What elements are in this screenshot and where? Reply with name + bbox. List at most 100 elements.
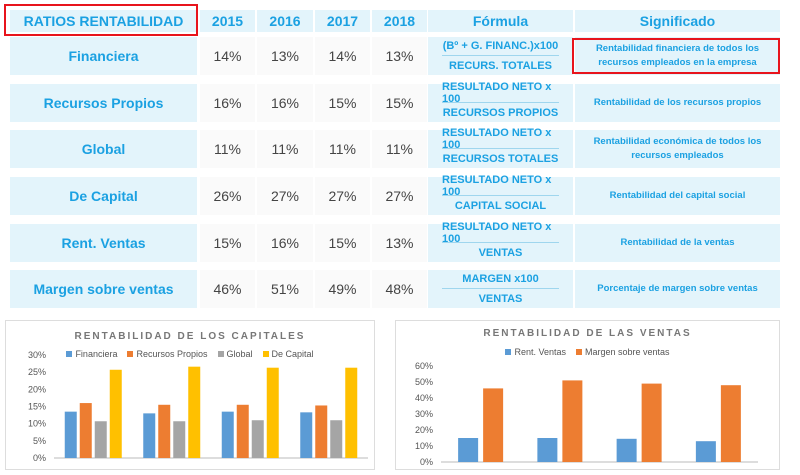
- bar-de-capital-2018: [345, 367, 358, 458]
- y-tick-label: 30%: [28, 350, 46, 360]
- y-tick-label: 25%: [28, 367, 46, 377]
- ratio-value: 26%: [200, 177, 255, 215]
- ratio-label: Margen sobre ventas: [10, 270, 197, 308]
- year-header: 2017: [315, 10, 370, 32]
- y-tick-label: 20%: [28, 384, 46, 394]
- ratio-value: 49%: [315, 270, 370, 308]
- bar-rent-ventas-2018: [695, 441, 716, 462]
- chart-title: RENTABILIDAD DE LOS CAPITALES: [74, 331, 306, 342]
- formula-cell: RESULTADO NETO x 100 CAPITAL SOCIAL: [428, 174, 573, 215]
- ratio-value: 15%: [372, 84, 427, 122]
- y-tick-label: 0%: [420, 457, 433, 467]
- bar-global-2017: [251, 420, 264, 458]
- formula-denominator: VENTAS: [478, 292, 523, 305]
- bar-global-2016: [173, 421, 186, 458]
- formula-numerator: MARGEN x100: [442, 270, 559, 289]
- year-header: 2018: [372, 10, 427, 32]
- ratio-value: 13%: [372, 224, 427, 262]
- y-tick-label: 0%: [33, 453, 46, 463]
- ratio-value: 16%: [257, 224, 313, 262]
- legend-swatch: [576, 349, 582, 355]
- highlight-box: [4, 4, 198, 36]
- bar-financiera-2017: [221, 411, 234, 458]
- formula-cell: RESULTADO NETO x 100 RECURSOS PROPIOS: [428, 81, 573, 122]
- formula-numerator: RESULTADO NETO x 100: [442, 174, 559, 198]
- legend-swatch: [66, 351, 73, 357]
- formula-denominator: CAPITAL SOCIAL: [454, 199, 547, 212]
- legend-item: Recursos Propios: [127, 349, 208, 359]
- formula-cell: RESULTADO NETO x 100 RECURSOS TOTALES: [428, 127, 573, 168]
- legend-label: Financiera: [75, 349, 118, 359]
- legend-swatch: [505, 349, 512, 355]
- ratio-value: 16%: [200, 84, 255, 122]
- legend-swatch: [127, 351, 134, 357]
- bar-global-2015: [94, 421, 107, 458]
- formula-cell: MARGEN x100 VENTAS: [428, 270, 573, 308]
- formula-numerator: RESULTADO NETO x 100: [442, 127, 559, 151]
- chart-legend: Financiera Recursos Propios Global De Capit…: [6, 349, 374, 359]
- ratio-value: 27%: [257, 177, 313, 215]
- ratio-value: 27%: [372, 177, 427, 215]
- legend-swatch: [217, 351, 224, 357]
- formula-numerator: RESULTADO NETO x 100: [442, 221, 559, 245]
- y-tick-label: 40%: [415, 393, 433, 403]
- ratio-value: 14%: [200, 37, 255, 75]
- bar-de-capital-2015: [109, 369, 122, 458]
- legend-item: Margen sobre ventas: [576, 347, 670, 357]
- y-tick-label: 60%: [415, 361, 433, 371]
- ratio-value: 13%: [372, 37, 427, 75]
- meaning-cell: Rentabilidad económica de todos los recu…: [575, 130, 780, 168]
- legend-label: Rent. Ventas: [514, 347, 566, 357]
- bar-rent-ventas-2016: [537, 438, 558, 462]
- highlight-box: [572, 38, 780, 74]
- legend-label: De Capital: [271, 349, 314, 359]
- ratio-label: Financiera: [10, 37, 197, 75]
- ratio-value: 27%: [315, 177, 370, 215]
- year-header: 2015: [200, 10, 255, 32]
- bar-margen-sobre-ventas-2017: [641, 383, 662, 462]
- y-tick-label: 50%: [415, 377, 433, 387]
- formula-numerator: (Bº + G. FINANC.)x100: [442, 37, 559, 56]
- chart-title: RENTABILIDAD DE LAS VENTAS: [483, 328, 692, 339]
- year-header: 2016: [257, 10, 313, 32]
- formula-header: Fórmula: [428, 10, 573, 32]
- bar-financiera-2015: [64, 411, 77, 458]
- bar-recursos-propios-2016: [158, 404, 171, 458]
- legend-item: De Capital: [262, 349, 314, 359]
- ratio-label: De Capital: [10, 177, 197, 215]
- ratio-value: 11%: [315, 130, 370, 168]
- chart-ventas: RENTABILIDAD DE LAS VENTAS Rent. Ventas M…: [395, 320, 780, 470]
- bar-global-2018: [330, 420, 343, 458]
- bar-rent-ventas-2017: [616, 438, 637, 462]
- ratio-value: 48%: [372, 270, 427, 308]
- legend-item: Global: [217, 349, 253, 359]
- bar-de-capital-2017: [266, 367, 279, 458]
- y-tick-label: 10%: [415, 441, 433, 451]
- meaning-cell: Rentabilidad de la ventas: [575, 224, 780, 262]
- ratio-value: 13%: [257, 37, 313, 75]
- legend-label: Global: [226, 349, 253, 359]
- bar-financiera-2016: [143, 413, 156, 458]
- meaning-cell: Rentabilidad de los recursos propios: [575, 84, 780, 122]
- ratio-value: 51%: [257, 270, 313, 308]
- meaning-cell: Porcentaje de margen sobre ventas: [575, 270, 780, 308]
- chart-capitales: RENTABILIDAD DE LOS CAPITALES Financiera…: [5, 320, 375, 470]
- meaning-cell: Rentabilidad financiera de todos los rec…: [575, 37, 780, 75]
- ratio-value: 15%: [315, 224, 370, 262]
- ratio-value: 11%: [372, 130, 427, 168]
- legend-swatch: [262, 351, 269, 357]
- ratio-label: Recursos Propios: [10, 84, 197, 122]
- legend-label: Recursos Propios: [136, 349, 208, 359]
- ratio-label: Rent. Ventas: [10, 224, 197, 262]
- legend-item: Rent. Ventas: [505, 347, 566, 357]
- y-tick-label: 15%: [28, 402, 46, 412]
- ratio-value: 46%: [200, 270, 255, 308]
- bar-recursos-propios-2017: [236, 404, 249, 458]
- ratio-value: 16%: [257, 84, 313, 122]
- meaning-header: Significado: [575, 10, 780, 32]
- formula-denominator: RECURSOS PROPIOS: [442, 106, 559, 119]
- ratio-value: 11%: [257, 130, 313, 168]
- ratio-value: 14%: [315, 37, 370, 75]
- formula-cell: RESULTADO NETO x 100 VENTAS: [428, 221, 573, 262]
- bar-margen-sobre-ventas-2018: [720, 385, 741, 462]
